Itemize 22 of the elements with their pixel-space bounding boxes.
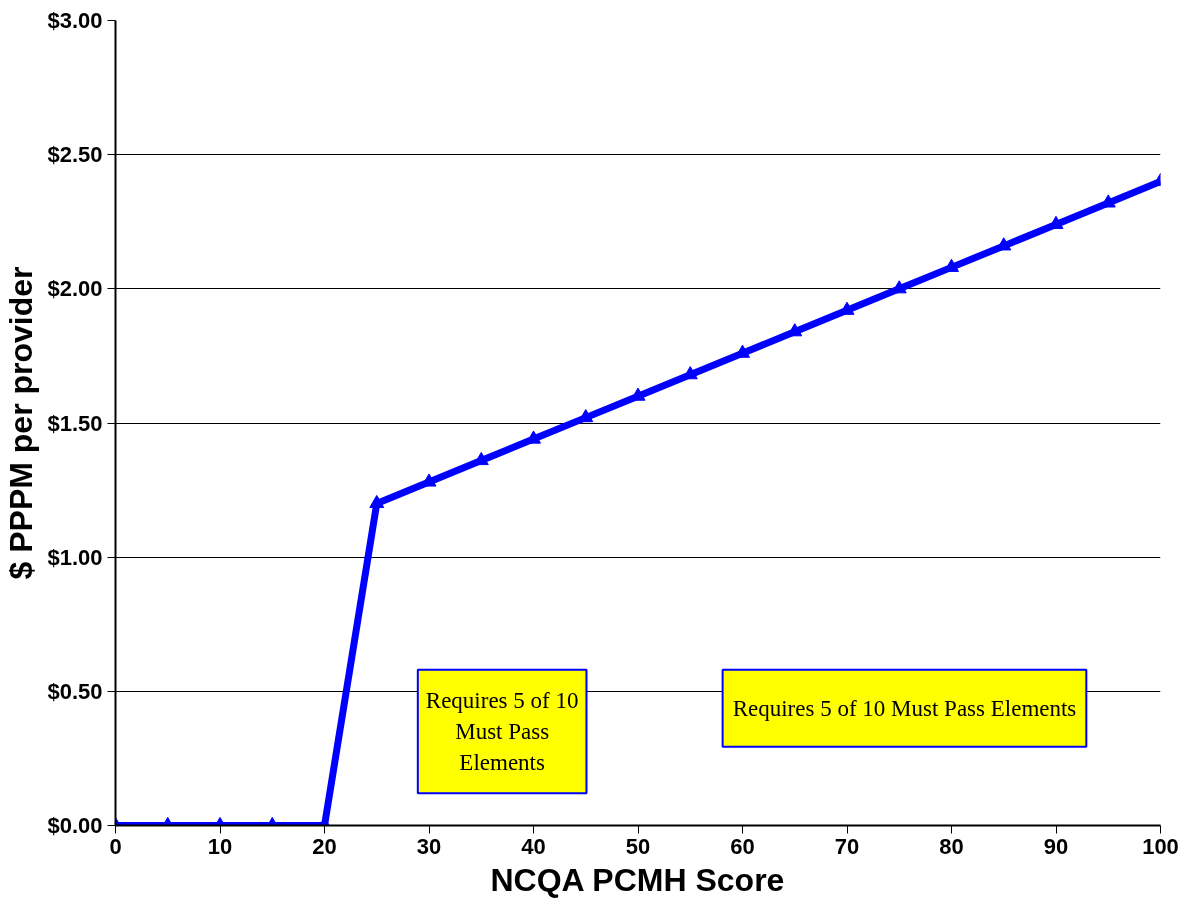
y-tick-label: $2.50 (47, 142, 103, 168)
y-tick-label: $3.00 (47, 8, 103, 33)
y-tick-label: $1.50 (47, 410, 103, 436)
x-tick-label: 20 (312, 833, 337, 859)
x-axis-title: NCQA PCMH Score (490, 861, 785, 898)
x-tick-label: 80 (939, 833, 964, 859)
y-tick-label: $1.00 (47, 544, 103, 570)
x-tick-label: 30 (416, 833, 442, 859)
x-tick-label: 70 (834, 833, 860, 859)
y-tick-label: $0.50 (47, 678, 103, 704)
y-axis-title: $ PPPM per provider (3, 266, 40, 580)
x-tick-label: 90 (1043, 833, 1069, 859)
x-tick-label: 50 (625, 833, 651, 859)
x-tick-label: 40 (521, 833, 546, 859)
y-tick-label: $0.00 (47, 813, 103, 838)
y-tick-label: $2.00 (47, 276, 103, 302)
annotation: Requires 5 of 10 Must Pass Elements (425, 687, 579, 776)
annotation: Requires 5 of 10 Must Pass Elements (732, 695, 1077, 721)
x-tick-label: 100 (1142, 833, 1179, 859)
x-tick-label: 0 (109, 833, 122, 859)
x-tick-label: 60 (730, 833, 755, 859)
x-tick-label: 10 (207, 833, 233, 859)
